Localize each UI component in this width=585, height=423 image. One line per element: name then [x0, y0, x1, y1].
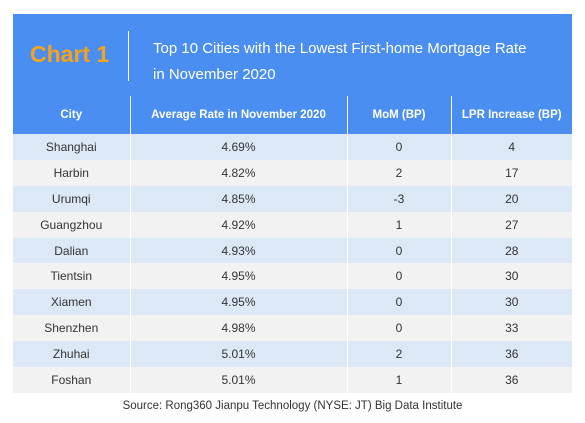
table-cell: 36 — [450, 367, 572, 393]
table-cell: Dalian — [13, 237, 130, 264]
column-header: Average Rate in November 2020 — [129, 96, 347, 134]
table-cell: Guangzhou — [13, 211, 130, 238]
table-row: Guangzhou 4.92% 1 27 — [13, 211, 572, 238]
table-cell: 0 — [346, 237, 451, 264]
table-cell: 36 — [450, 341, 572, 368]
table-cell: 4.95% — [129, 263, 347, 290]
table-cell: 0 — [346, 289, 451, 316]
table-cell: 0 — [346, 134, 451, 160]
table-cell: 5.01% — [129, 341, 347, 368]
table-row: Shenzhen 4.98% 0 33 — [13, 315, 572, 342]
title-line-2: in November 2020 — [153, 66, 276, 83]
table-cell: 1 — [346, 211, 451, 238]
table-cell: 4.95% — [129, 289, 347, 316]
table-cell: Urumqi — [13, 185, 130, 212]
table-row: Tientsin 4.95% 0 30 — [13, 263, 572, 290]
table-body: Shanghai 4.69% 0 4 Harbin 4.82% 2 17 Urumqi 4.85%… — [13, 134, 572, 393]
table-cell: 33 — [450, 315, 572, 342]
column-header: City — [13, 96, 130, 134]
chart-badge: Chart 1 — [30, 41, 110, 67]
table-cell: 4.93% — [129, 237, 347, 264]
table-row: Foshan 5.01% 1 36 — [13, 367, 572, 393]
table-cell: 0 — [346, 315, 451, 342]
table-cell: 2 — [346, 341, 451, 368]
table-cell: 27 — [450, 211, 572, 238]
table-cell: 4.92% — [129, 211, 347, 238]
table-row: Xiamen 4.95% 0 30 — [13, 289, 572, 316]
table-cell: 4 — [450, 134, 572, 160]
table-cell: Xiamen — [13, 289, 130, 316]
table-cell: 20 — [450, 185, 572, 212]
chart-header: Chart 1 Top 10 Cities with the Lowest Fi… — [13, 14, 572, 96]
table-cell: 4.69% — [129, 134, 347, 160]
source-note: Source: Rong360 Jianpu Technology (NYSE:… — [122, 400, 463, 412]
table-row: Shanghai 4.69% 0 4 — [13, 134, 572, 160]
table-row: Urumqi 4.85% -3 20 — [13, 185, 572, 212]
table-cell: 1 — [346, 367, 451, 393]
table-cell: Harbin — [13, 159, 130, 186]
table-cell: Tientsin — [13, 263, 130, 290]
table-cell: Shanghai — [13, 134, 130, 160]
table-cell: 0 — [346, 263, 451, 290]
table-row: Harbin 4.82% 2 17 — [13, 159, 572, 186]
table-cell: 4.82% — [129, 159, 347, 186]
table-cell: Shenzhen — [13, 315, 130, 342]
table-cell: -3 — [346, 185, 451, 212]
table-cell: 30 — [450, 263, 572, 290]
table-cell: 2 — [346, 159, 451, 186]
table-header-row: City Average Rate in November 2020 MoM (… — [13, 96, 572, 134]
data-table: City Average Rate in November 2020 MoM (… — [13, 96, 572, 393]
header-divider — [128, 31, 129, 81]
table-cell: 17 — [450, 159, 572, 186]
table-cell: Foshan — [13, 367, 130, 393]
title-line-1: Top 10 Cities with the Lowest First-home… — [153, 40, 527, 57]
table-cell: 30 — [450, 289, 572, 316]
column-header: LPR Increase (BP) — [450, 96, 572, 134]
table-cell: 4.98% — [129, 315, 347, 342]
table-cell: 28 — [450, 237, 572, 264]
table-cell: 5.01% — [129, 367, 347, 393]
column-header: MoM (BP) — [346, 96, 451, 134]
table-row: Dalian 4.93% 0 28 — [13, 237, 572, 264]
table-row: Zhuhai 5.01% 2 36 — [13, 341, 572, 368]
chart-title: Top 10 Cities with the Lowest First-home… — [153, 36, 553, 88]
table-cell: Zhuhai — [13, 341, 130, 368]
table-cell: 4.85% — [129, 185, 347, 212]
